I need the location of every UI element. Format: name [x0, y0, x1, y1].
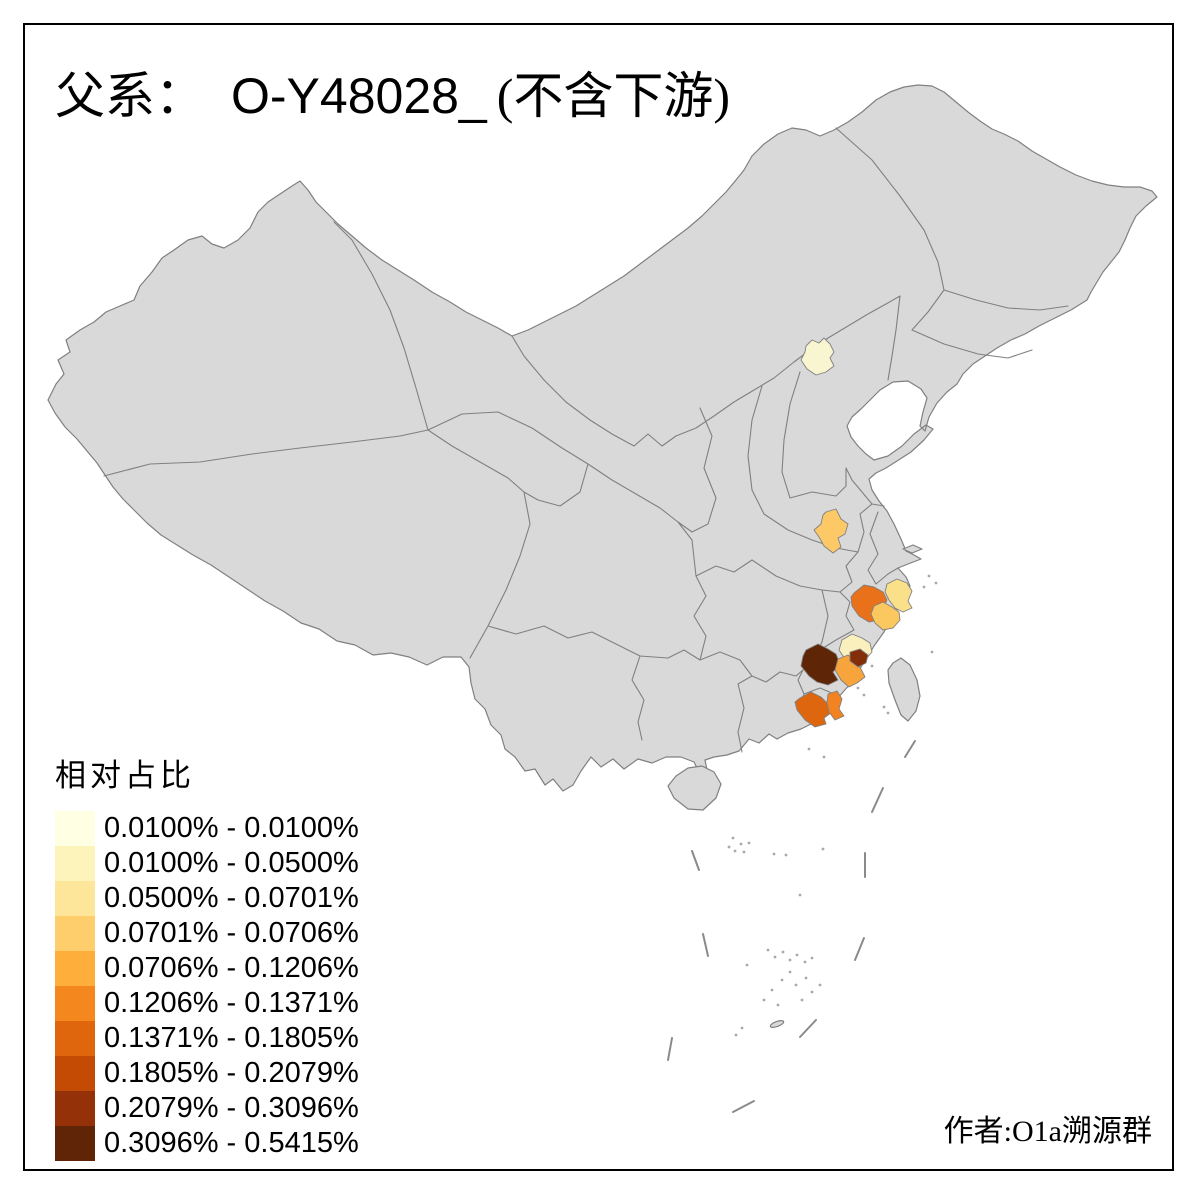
- legend-swatch: [55, 1126, 95, 1161]
- legend-item: 0.2079% - 0.3096%: [55, 1091, 359, 1126]
- legend-range-label: 0.1206% - 0.1371%: [104, 987, 359, 1019]
- legend-item: 0.0100% - 0.0100%: [55, 811, 359, 846]
- region-central-fujian: [800, 643, 841, 686]
- mainland-china-shape: [47, 84, 1158, 792]
- page-title: 父系： O-Y48028_ (不含下游): [55, 56, 730, 128]
- region-e-zhejiang-coast: [884, 578, 913, 613]
- title-suffix: (不含下游): [496, 68, 731, 124]
- legend-swatch: [55, 811, 95, 846]
- legend-range-label: 0.1805% - 0.2079%: [104, 1057, 359, 1089]
- legend-swatch: [55, 1021, 95, 1056]
- region-e-guangdong-coast: [826, 690, 845, 721]
- legend-item: 0.3096% - 0.5415%: [55, 1126, 359, 1161]
- legend-swatch: [55, 1091, 95, 1126]
- legend: 相对占比 0.0100% - 0.0100% 0.0100% - 0.0500% 0…: [55, 750, 359, 1161]
- region-fujian-coast-small: [849, 648, 869, 668]
- taiwan-island: [887, 657, 921, 722]
- legend-item: 0.0500% - 0.0701%: [55, 881, 359, 916]
- islet-dots: [727, 574, 938, 1037]
- legend-item: 0.0100% - 0.0500%: [55, 846, 359, 881]
- province-borders: [103, 127, 1069, 753]
- hainan-island: [667, 765, 722, 811]
- legend-item: 0.1805% - 0.2079%: [55, 1056, 359, 1091]
- legend-swatch: [55, 881, 95, 916]
- legend-range-label: 0.1371% - 0.1805%: [104, 1022, 359, 1054]
- legend-range-label: 0.0701% - 0.0706%: [104, 917, 359, 949]
- region-se-zhejiang-coast: [870, 601, 901, 631]
- nine-dash-line: [667, 740, 916, 1113]
- legend-swatch: [55, 986, 95, 1021]
- legend-range-label: 0.0500% - 0.0701%: [104, 882, 359, 914]
- legend-item: 0.0706% - 0.1206%: [55, 951, 359, 986]
- legend-swatch: [55, 846, 95, 881]
- legend-range-label: 0.0100% - 0.0500%: [104, 847, 359, 879]
- legend-swatch: [55, 916, 95, 951]
- legend-range-label: 0.2079% - 0.3096%: [104, 1092, 359, 1124]
- legend-item: 0.0701% - 0.0706%: [55, 916, 359, 951]
- legend-swatch: [55, 1056, 95, 1091]
- legend-title: 相对占比: [55, 758, 195, 793]
- legend-range-label: 0.0100% - 0.0100%: [104, 812, 359, 844]
- legend-range-label: 0.0706% - 0.1206%: [104, 952, 359, 984]
- legend-items: 0.0100% - 0.0100% 0.0100% - 0.0500% 0.0500…: [55, 811, 359, 1161]
- spratly-islet: [769, 1020, 785, 1028]
- region-e-guangdong: [794, 691, 833, 728]
- legend-item: 0.1206% - 0.1371%: [55, 986, 359, 1021]
- region-beijing-area: [800, 337, 835, 376]
- legend-item: 0.1371% - 0.1805%: [55, 1021, 359, 1056]
- title-prefix: 父系：: [55, 68, 205, 124]
- attribution: 作者:O1a溯源群: [943, 1115, 1152, 1148]
- region-central-china: [813, 508, 849, 554]
- title-lineage-id: O-Y48028_: [231, 68, 487, 124]
- legend-range-label: 0.3096% - 0.5415%: [104, 1127, 359, 1159]
- chongming-island: [902, 544, 923, 554]
- data-regions: [794, 337, 913, 728]
- legend-swatch: [55, 951, 95, 986]
